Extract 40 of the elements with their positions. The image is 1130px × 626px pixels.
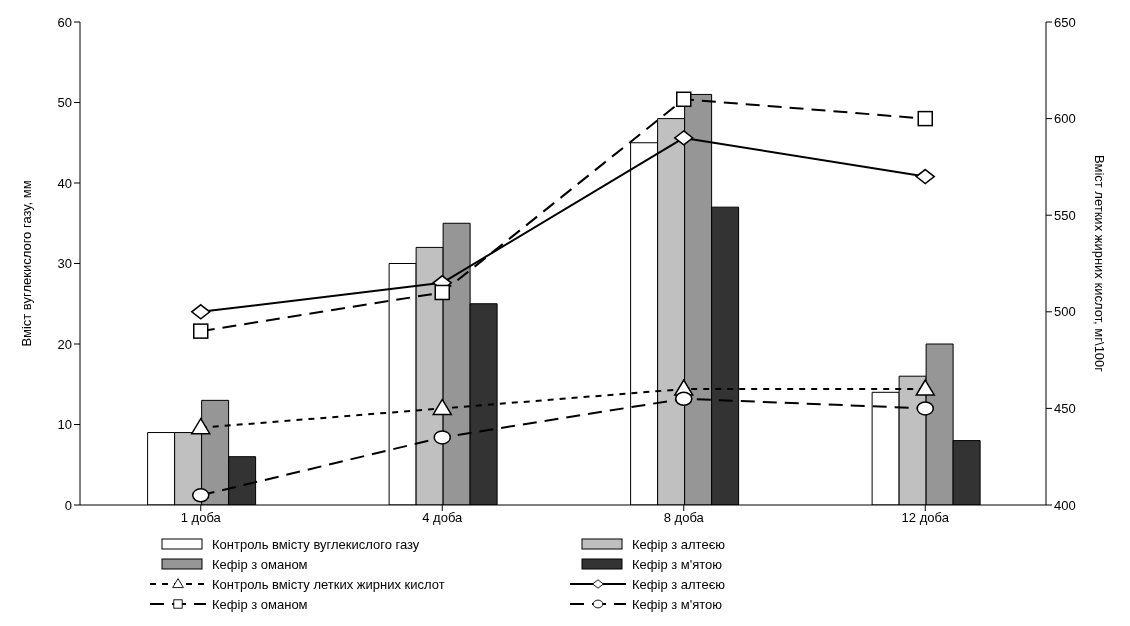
y-tick-label: 50 [57,95,72,111]
legend-label: Контроль вмісту летких жирних кислот [212,576,445,592]
y-tick-label: 30 [57,256,72,272]
x-tick-label: 12 доба [901,510,950,526]
y-axis-title: Вміст вуглекислого газу, мм [18,180,34,347]
x-tick-label: 4 доба [422,510,464,526]
point [192,488,210,503]
y-tick-label: 60 [57,14,72,30]
y-tick-label: 0 [64,497,72,513]
legend-label: Кефір з оманом [212,596,308,612]
point [434,284,450,301]
x-tick-label: 8 доба [663,510,705,526]
legend-label: Кефір з м'ятою [632,556,723,572]
point [915,168,935,185]
legend-label: Кефір з алтеєю [632,536,726,552]
y2-tick-label: 600 [1054,111,1076,127]
y-tick-label: 40 [57,175,72,191]
y2-tick-label: 650 [1054,14,1076,30]
legend-label: Кефір з оманом [212,556,308,572]
point [433,430,451,445]
point [191,417,211,435]
legend-label: Кефір з м'ятою [632,596,723,612]
point [916,401,934,416]
y2-tick-label: 500 [1054,304,1076,320]
point [915,379,935,396]
legend-label: Контроль вмісту вуглекислого газу [212,536,420,552]
point [674,130,694,146]
point [675,391,693,406]
y2-tick-label: 400 [1054,497,1076,513]
legend-label: Кефір з алтеєю [632,576,726,592]
point [676,91,692,108]
x-tick-label: 1 доба [180,510,222,526]
y2-tick-label: 450 [1054,401,1076,417]
y-tick-label: 10 [57,417,72,433]
point [917,110,933,127]
y2-tick-label: 550 [1054,207,1076,223]
point [191,304,211,320]
y2-axis-title: Вміст летких жирних кислот, мг\100г [1092,154,1108,373]
point [432,398,452,416]
y-tick-label: 20 [57,336,72,352]
